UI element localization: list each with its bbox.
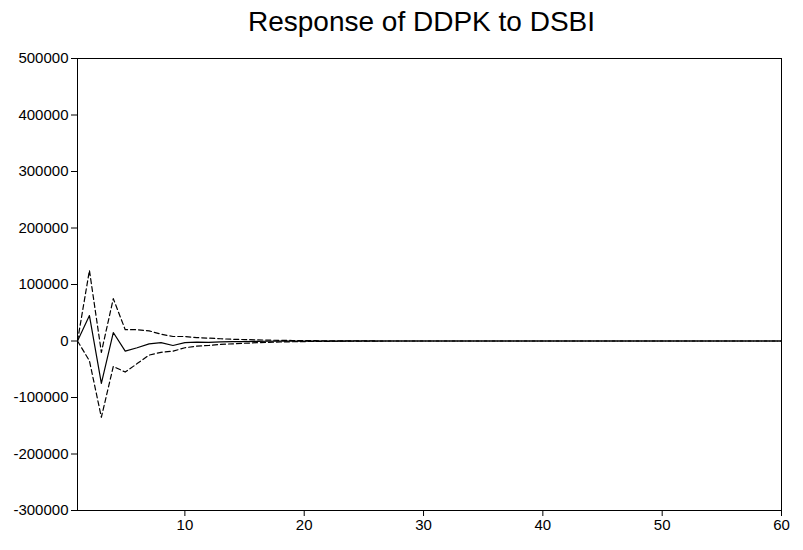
svg-text:100000: 100000 [18, 275, 68, 292]
svg-text:500000: 500000 [18, 49, 68, 66]
svg-text:200000: 200000 [18, 219, 68, 236]
svg-text:-200000: -200000 [13, 445, 68, 462]
svg-text:60: 60 [773, 516, 790, 533]
svg-text:0: 0 [60, 332, 68, 349]
svg-text:-300000: -300000 [13, 501, 68, 518]
svg-text:20: 20 [296, 516, 313, 533]
html-text:Response of DDPK to DSBI: Response of DDPK to DSBI [248, 6, 595, 37]
svg-text:-100000: -100000 [13, 388, 68, 405]
svg-text:50: 50 [654, 516, 671, 533]
svg-text:300000: 300000 [18, 162, 68, 179]
svg-text:40: 40 [535, 516, 552, 533]
svg-text:10: 10 [177, 516, 194, 533]
svg-text:30: 30 [415, 516, 432, 533]
svg-text:400000: 400000 [18, 106, 68, 123]
